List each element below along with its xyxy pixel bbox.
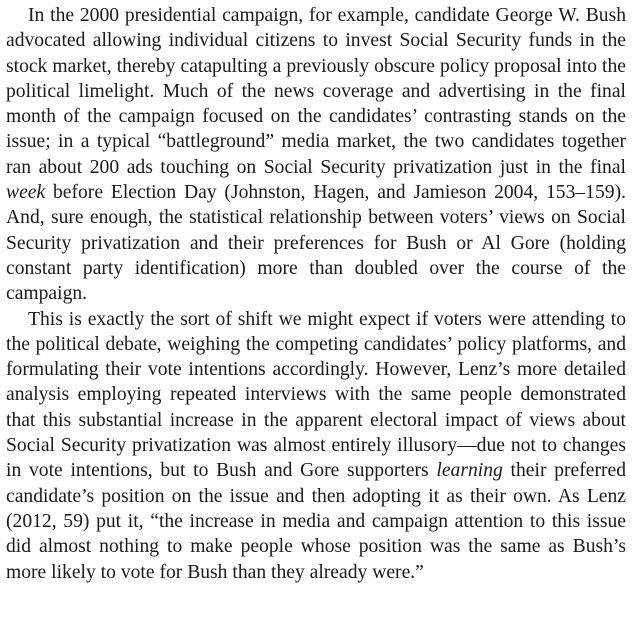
- paragraph-2-italic-learning: learning: [436, 460, 503, 482]
- paragraph-2-text-b: their preferred candidate’s position on …: [6, 460, 626, 583]
- paragraph-1: In the 2000 presidential campaign, for e…: [6, 3, 626, 307]
- paragraph-1-text-a: In the 2000 presidential campaign, for e…: [6, 5, 626, 178]
- paragraph-2-text-a: This is exactly the sort of shift we mig…: [6, 308, 626, 482]
- paragraph-1-italic-week: week: [6, 182, 46, 204]
- document-page: In the 2000 presidential campaign, for e…: [6, 3, 626, 585]
- paragraph-2: This is exactly the sort of shift we mig…: [6, 307, 626, 585]
- paragraph-1-text-b: before Election Day (Johnston, Hagen, an…: [6, 182, 626, 305]
